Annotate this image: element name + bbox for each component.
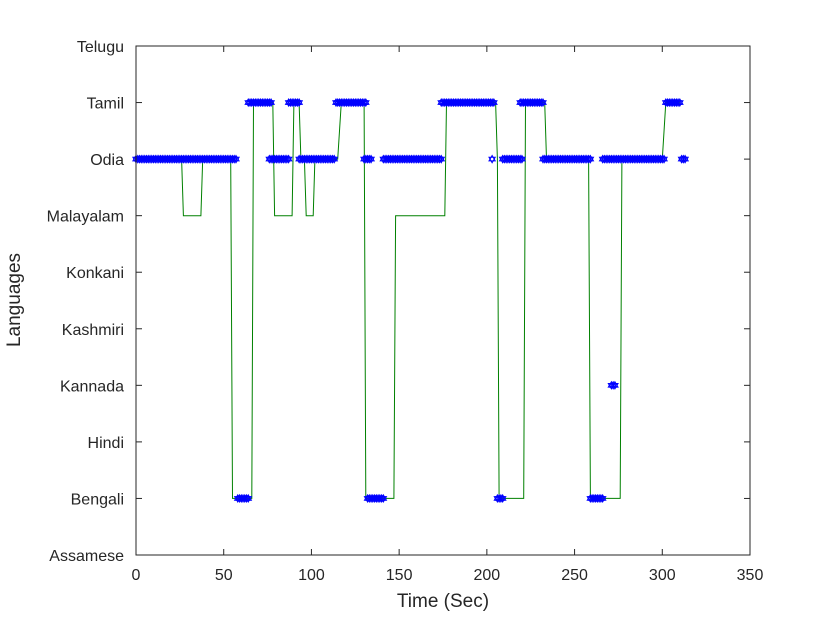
data-point-star xyxy=(437,154,446,164)
x-tick-label: 300 xyxy=(649,567,676,584)
data-point-star xyxy=(539,97,547,108)
y-tick-label: Kashmiri xyxy=(62,322,124,339)
y-tick-label: Assamese xyxy=(49,548,124,565)
x-tick-label: 350 xyxy=(737,567,764,584)
data-point-star xyxy=(610,380,619,390)
y-tick-label: Malayalam xyxy=(47,209,124,226)
data-point-star xyxy=(488,154,497,164)
y-tick-label: Bengali xyxy=(71,491,124,508)
y-tick-label: Kannada xyxy=(60,378,124,395)
plot-frame xyxy=(135,45,751,556)
y-tick-label: Odia xyxy=(90,152,124,169)
data-point-star xyxy=(295,97,304,108)
data-point-star xyxy=(232,154,240,164)
data-point-star xyxy=(367,154,376,164)
data-point-star xyxy=(489,97,498,108)
y-axis-label: Languages xyxy=(4,253,25,347)
x-tick-label: 250 xyxy=(561,567,588,584)
x-tick-label: 50 xyxy=(215,567,233,584)
data-point-star xyxy=(660,154,669,164)
y-tick-label: Tamil xyxy=(87,96,124,113)
data-point-star xyxy=(244,493,253,504)
x-tick-label: 100 xyxy=(298,567,325,584)
data-point-star xyxy=(675,97,684,108)
data-point-star xyxy=(330,154,339,164)
data-point-star xyxy=(379,493,388,504)
data-point-star xyxy=(361,97,370,108)
data-point-star xyxy=(586,154,595,164)
y-tick-label: Hindi xyxy=(88,435,124,452)
x-tick-label: 0 xyxy=(132,567,141,584)
data-point-star xyxy=(498,493,507,504)
data-point-star xyxy=(267,97,276,108)
data-point-star xyxy=(598,493,607,504)
y-tick-label: Telugu xyxy=(77,39,124,56)
y-tick-label: Konkani xyxy=(66,265,124,282)
x-tick-label: 200 xyxy=(474,567,501,584)
x-axis-label: Time (Sec) xyxy=(397,591,489,612)
data-point-star xyxy=(681,154,690,164)
plot-background xyxy=(136,46,750,555)
data-point-star xyxy=(284,154,293,164)
data-point-star xyxy=(517,154,526,164)
x-tick-label: 150 xyxy=(386,567,413,584)
